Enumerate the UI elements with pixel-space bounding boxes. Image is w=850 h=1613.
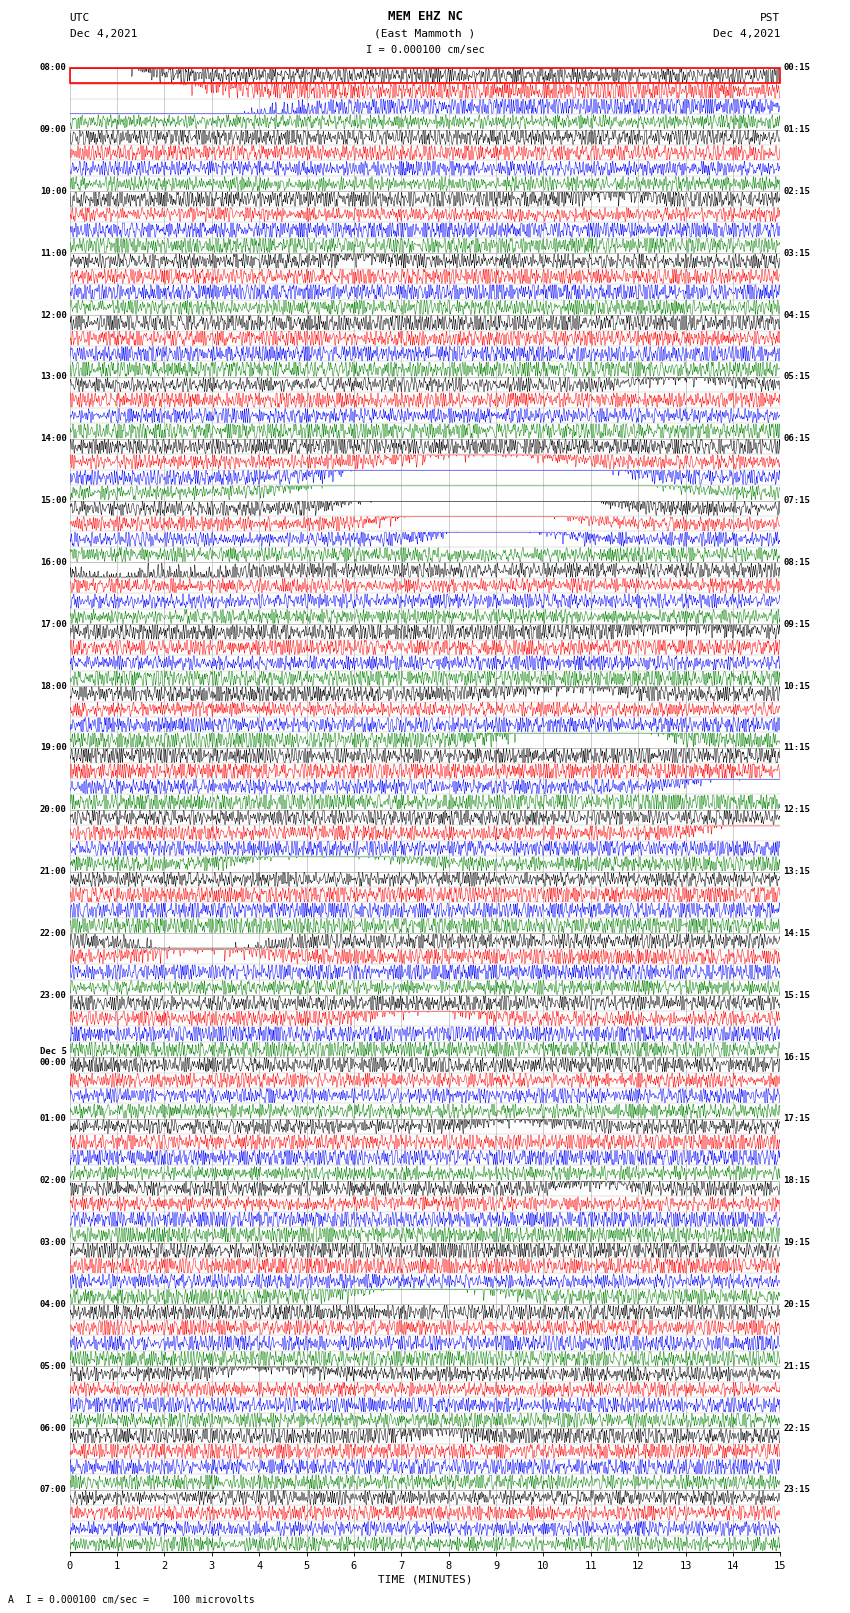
Text: (East Mammoth ): (East Mammoth ) bbox=[374, 29, 476, 39]
Text: 12:00: 12:00 bbox=[40, 311, 67, 319]
Text: 01:15: 01:15 bbox=[783, 126, 810, 134]
Bar bbox=[70, 68, 780, 84]
Text: 17:15: 17:15 bbox=[783, 1115, 810, 1123]
Text: 03:00: 03:00 bbox=[40, 1239, 67, 1247]
Text: 13:15: 13:15 bbox=[783, 868, 810, 876]
Text: 14:00: 14:00 bbox=[40, 434, 67, 444]
Text: 20:15: 20:15 bbox=[783, 1300, 810, 1308]
Text: 17:00: 17:00 bbox=[40, 619, 67, 629]
Text: 08:00: 08:00 bbox=[40, 63, 67, 73]
Text: 15:00: 15:00 bbox=[40, 497, 67, 505]
Text: 02:00: 02:00 bbox=[40, 1176, 67, 1186]
Text: 18:15: 18:15 bbox=[783, 1176, 810, 1186]
Text: UTC: UTC bbox=[70, 13, 90, 23]
Text: Dec 5
00:00: Dec 5 00:00 bbox=[40, 1047, 67, 1066]
Text: 06:15: 06:15 bbox=[783, 434, 810, 444]
Text: 08:15: 08:15 bbox=[783, 558, 810, 566]
Text: 05:00: 05:00 bbox=[40, 1361, 67, 1371]
Text: 14:15: 14:15 bbox=[783, 929, 810, 937]
Text: 03:15: 03:15 bbox=[783, 248, 810, 258]
Text: 01:00: 01:00 bbox=[40, 1115, 67, 1123]
Text: 10:15: 10:15 bbox=[783, 682, 810, 690]
Text: Dec 4,2021: Dec 4,2021 bbox=[70, 29, 137, 39]
Text: 12:15: 12:15 bbox=[783, 805, 810, 815]
Text: 23:00: 23:00 bbox=[40, 990, 67, 1000]
Text: 20:00: 20:00 bbox=[40, 805, 67, 815]
Text: 05:15: 05:15 bbox=[783, 373, 810, 381]
Text: 15:15: 15:15 bbox=[783, 990, 810, 1000]
Text: 21:00: 21:00 bbox=[40, 868, 67, 876]
Text: 18:00: 18:00 bbox=[40, 682, 67, 690]
Text: 06:00: 06:00 bbox=[40, 1424, 67, 1432]
Text: 00:15: 00:15 bbox=[783, 63, 810, 73]
Text: MEM EHZ NC: MEM EHZ NC bbox=[388, 10, 462, 23]
Text: 09:00: 09:00 bbox=[40, 126, 67, 134]
Text: 10:00: 10:00 bbox=[40, 187, 67, 195]
X-axis label: TIME (MINUTES): TIME (MINUTES) bbox=[377, 1574, 473, 1586]
Text: 09:15: 09:15 bbox=[783, 619, 810, 629]
Text: 21:15: 21:15 bbox=[783, 1361, 810, 1371]
Text: PST: PST bbox=[760, 13, 780, 23]
Text: 13:00: 13:00 bbox=[40, 373, 67, 381]
Text: A  I = 0.000100 cm/sec =    100 microvolts: A I = 0.000100 cm/sec = 100 microvolts bbox=[8, 1595, 255, 1605]
Text: 07:15: 07:15 bbox=[783, 497, 810, 505]
Text: 22:00: 22:00 bbox=[40, 929, 67, 937]
Text: I = 0.000100 cm/sec: I = 0.000100 cm/sec bbox=[366, 45, 484, 55]
Text: 02:15: 02:15 bbox=[783, 187, 810, 195]
Text: 19:00: 19:00 bbox=[40, 744, 67, 752]
Text: 07:00: 07:00 bbox=[40, 1486, 67, 1494]
Text: 19:15: 19:15 bbox=[783, 1239, 810, 1247]
Text: 23:15: 23:15 bbox=[783, 1486, 810, 1494]
Text: Dec 4,2021: Dec 4,2021 bbox=[713, 29, 780, 39]
Text: 11:00: 11:00 bbox=[40, 248, 67, 258]
Text: 22:15: 22:15 bbox=[783, 1424, 810, 1432]
Text: 16:00: 16:00 bbox=[40, 558, 67, 566]
Text: 04:15: 04:15 bbox=[783, 311, 810, 319]
Text: 04:00: 04:00 bbox=[40, 1300, 67, 1308]
Text: 11:15: 11:15 bbox=[783, 744, 810, 752]
Text: 16:15: 16:15 bbox=[783, 1053, 810, 1061]
